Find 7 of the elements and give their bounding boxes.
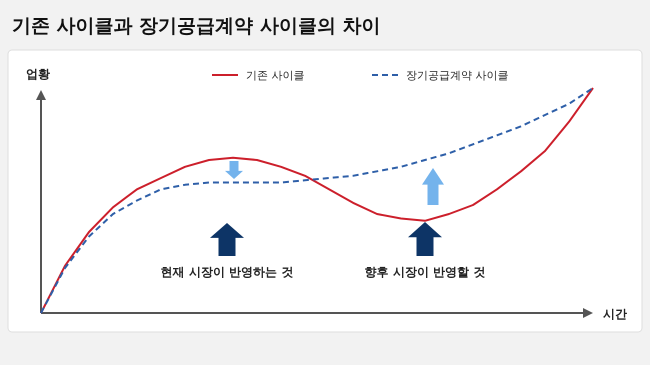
annotation: 현재 시장이 반영하는 것 (160, 265, 294, 279)
annotation: 향후 시장이 반영할 것 (364, 265, 486, 279)
chart-title: 기존 사이클과 장기공급계약 사이클의 차이 (12, 15, 380, 37)
y-axis-title: 업황 (26, 67, 50, 81)
legend-label: 기존 사이클 (246, 69, 304, 82)
legend-label: 장기공급계약 사이클 (406, 69, 508, 82)
x-axis-title: 시간 (603, 307, 627, 321)
